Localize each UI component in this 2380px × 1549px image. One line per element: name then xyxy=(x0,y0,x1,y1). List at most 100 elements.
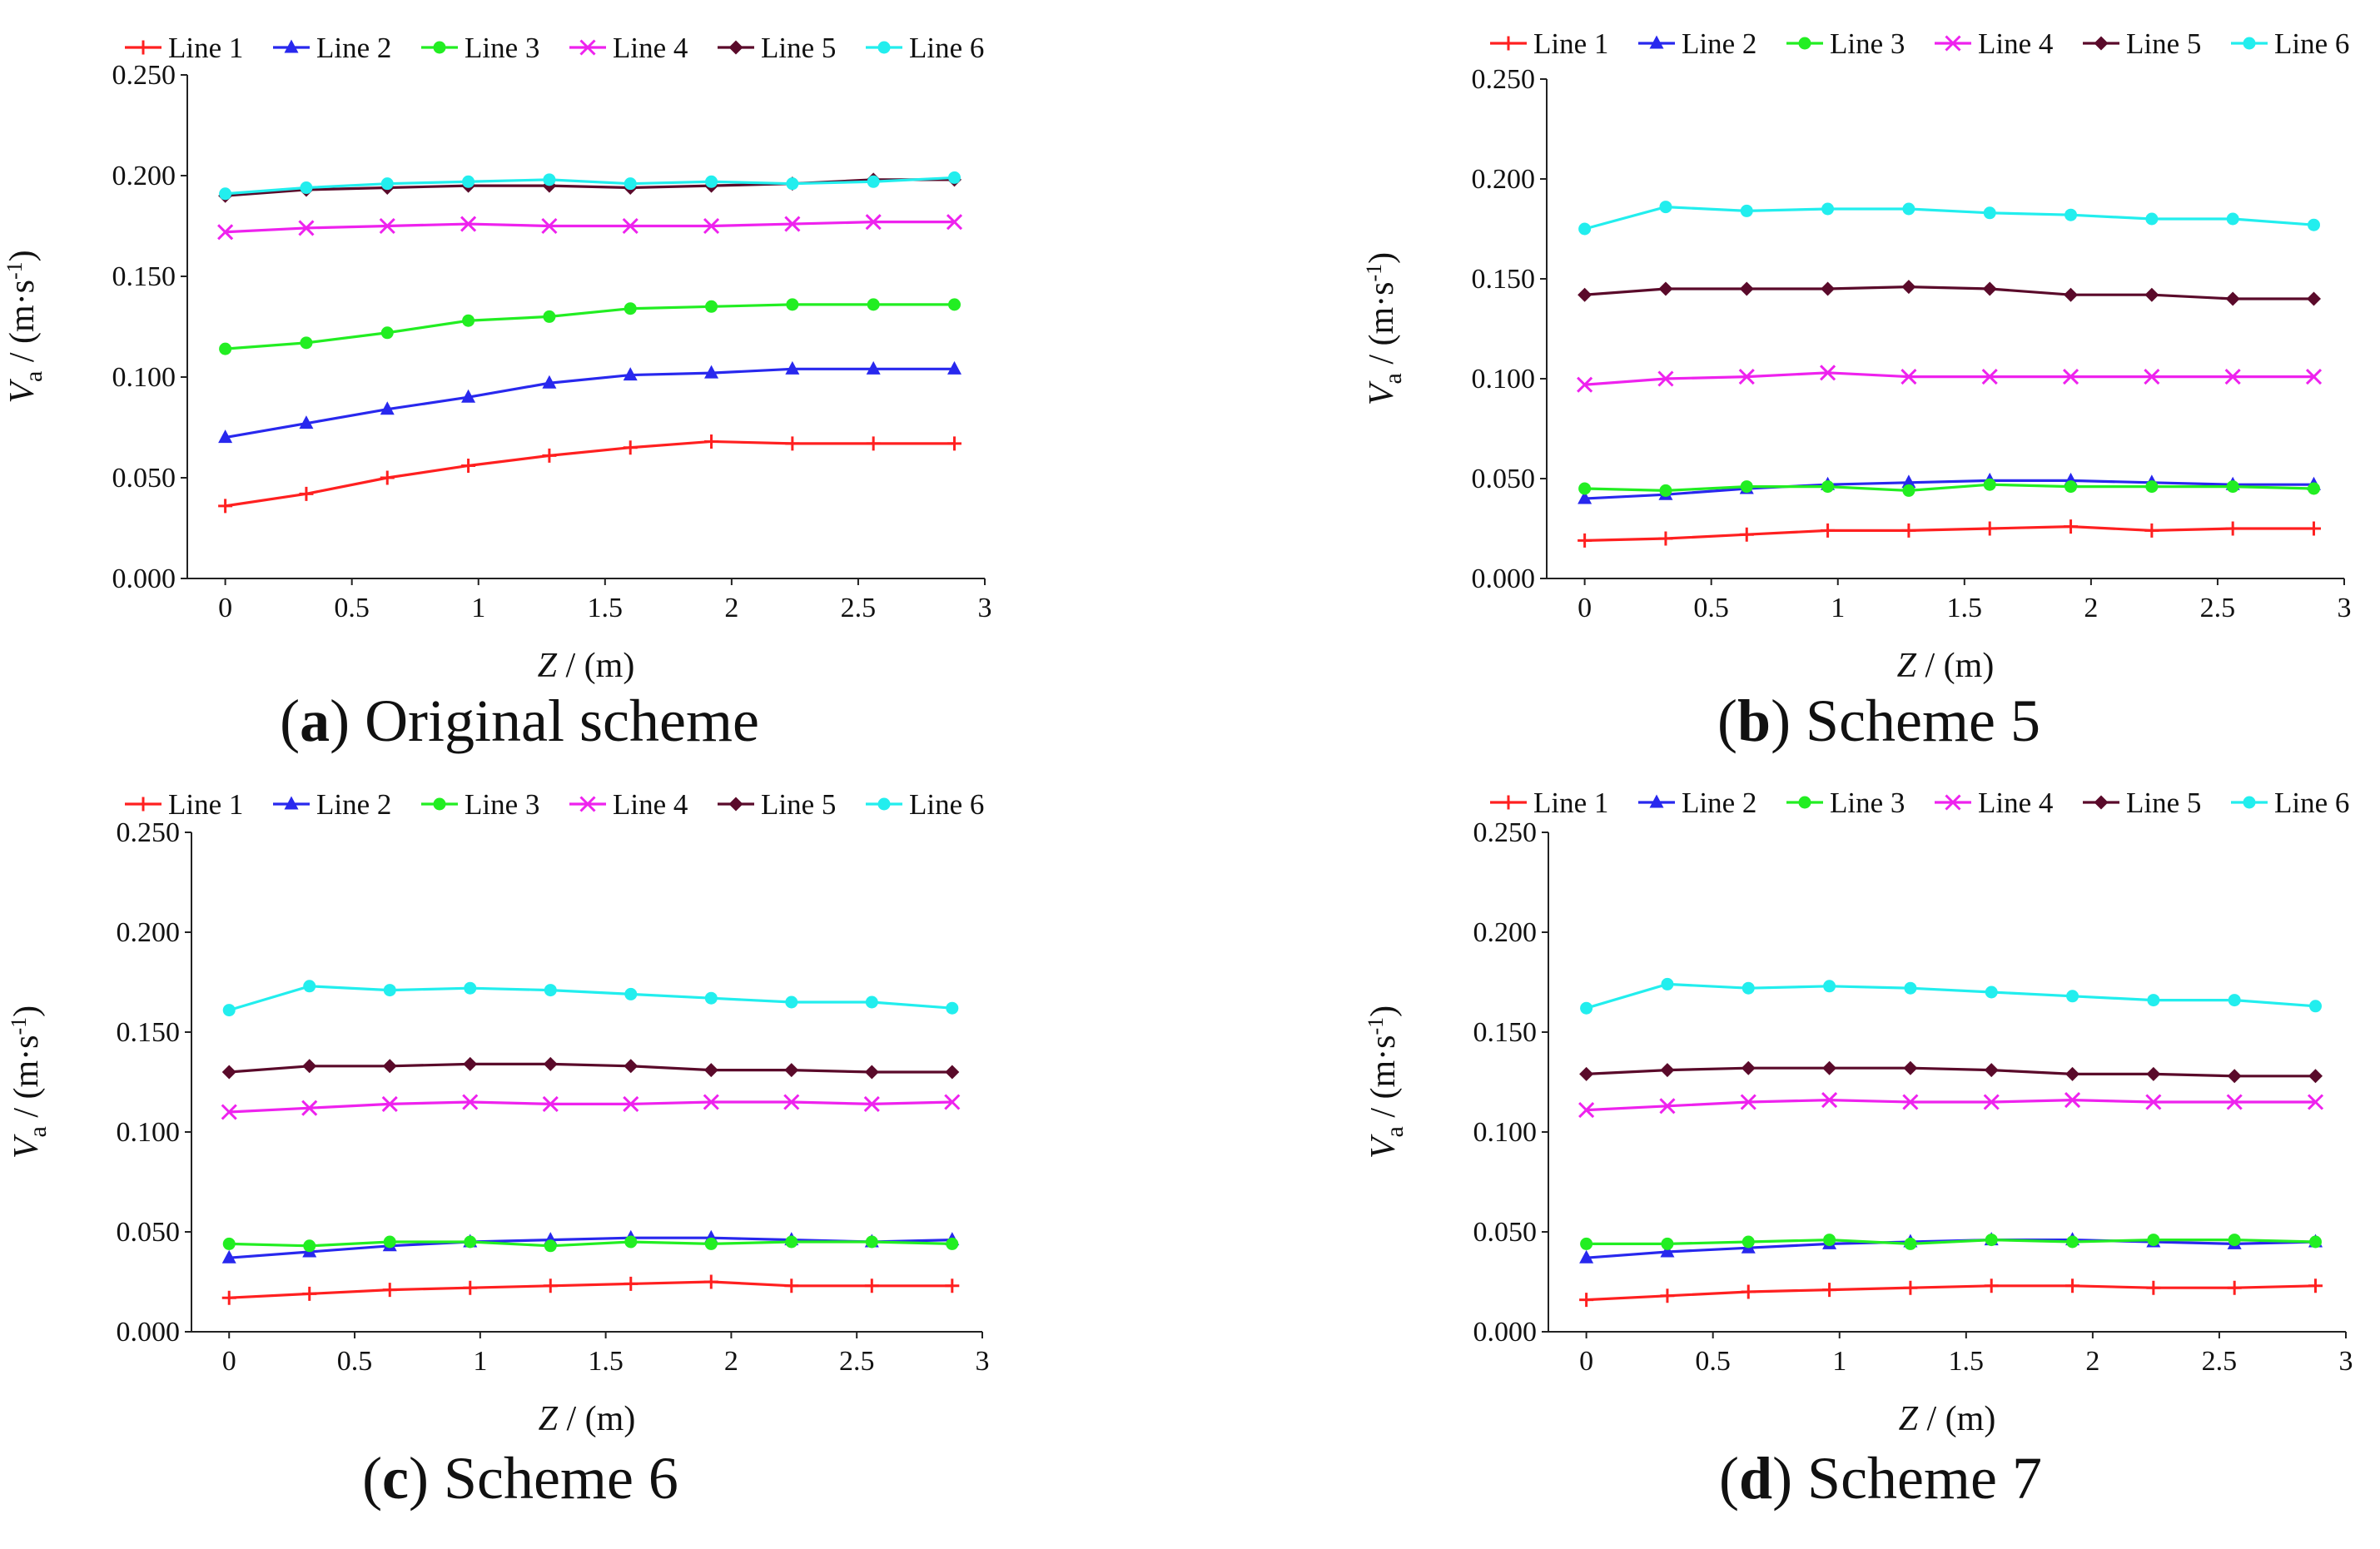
legend: Line 1 Line 2 Line 3 Line 4 Line 5 Line 6 xyxy=(1490,787,2349,819)
series-6 xyxy=(219,171,961,201)
legend-label: Line 3 xyxy=(465,788,539,821)
data-point xyxy=(786,298,799,311)
data-point xyxy=(948,171,961,184)
data-point xyxy=(785,360,800,375)
data-point xyxy=(462,175,475,188)
series-4 xyxy=(221,1094,961,1120)
data-point xyxy=(703,1274,718,1289)
data-point xyxy=(2225,291,2240,306)
legend-marker xyxy=(433,797,446,811)
legend-label: Line 4 xyxy=(1978,787,2053,819)
data-point xyxy=(624,1059,638,1074)
x-tick-label: 1 xyxy=(473,1346,487,1377)
legend-marker xyxy=(1945,794,1961,811)
data-point xyxy=(1901,369,1917,385)
y-tick-label: 0.250 xyxy=(112,60,176,91)
legend-marker xyxy=(1501,795,1516,810)
data-point xyxy=(947,360,962,375)
data-point xyxy=(299,486,314,501)
data-point xyxy=(543,1278,558,1293)
series-5 xyxy=(1579,1060,2323,1084)
data-point xyxy=(1580,1237,1593,1250)
data-point xyxy=(1984,1063,1999,1078)
x-tick-label: 0.5 xyxy=(337,1346,373,1377)
caption-letter: b xyxy=(1737,688,1771,754)
x-axis-label: Z / (m) xyxy=(539,1400,636,1438)
y-tick-label: 0.250 xyxy=(1473,817,1538,848)
data-point xyxy=(219,342,232,355)
data-point xyxy=(463,1056,478,1071)
legend-marker xyxy=(284,39,299,53)
data-point xyxy=(1902,484,1915,497)
data-point xyxy=(2308,1069,2323,1084)
caption-close-paren: ) xyxy=(1772,1445,1807,1512)
data-point xyxy=(865,1235,878,1249)
x-axis-label: Z / (m) xyxy=(1899,1400,1996,1438)
data-point xyxy=(217,224,234,241)
data-point xyxy=(865,214,882,231)
x-tick-label: 1.5 xyxy=(588,1346,624,1377)
legend-label: Line 4 xyxy=(1978,27,2053,60)
x-tick-label: 1 xyxy=(1832,1346,1846,1377)
data-point xyxy=(866,436,881,451)
series-3 xyxy=(1580,1234,2323,1250)
x-axis-label: Z / (m) xyxy=(1897,647,1995,685)
x-tick-label: 0.5 xyxy=(1695,1346,1731,1377)
y-tick-label: 0.000 xyxy=(112,563,176,594)
legend-marker xyxy=(1649,794,1664,808)
caption-open-paren: ( xyxy=(1719,1445,1739,1512)
series-line-6 xyxy=(228,985,952,1012)
data-point xyxy=(383,984,396,997)
data-point xyxy=(1740,1094,1756,1110)
series-line-5 xyxy=(229,1062,952,1074)
series-line-2 xyxy=(1584,479,2314,500)
chart-panel-3: 0.000 0.050 0.100 0.150 0.200 0.250 0 0.5 1 1.5 2 2… xyxy=(1364,787,2353,1512)
y-axis-label-sub: a xyxy=(20,371,47,382)
data-point xyxy=(947,436,961,451)
x-tick-label: 1.5 xyxy=(1949,1346,1985,1377)
data-point xyxy=(1580,1001,1593,1015)
legend-marker xyxy=(877,797,891,811)
series-line-6 xyxy=(225,176,955,196)
data-point xyxy=(1740,480,1753,494)
legend-marker xyxy=(433,41,446,54)
data-point xyxy=(219,187,232,201)
data-point xyxy=(1579,1066,1594,1081)
y-axis-label-var: V xyxy=(1364,1134,1403,1159)
y-tick-label: 0.150 xyxy=(117,1017,181,1048)
y-axis-label-sub: a xyxy=(1381,1126,1409,1137)
x-axis-label: Z / (m) xyxy=(538,647,635,685)
x-axis-label-var: Z xyxy=(539,1400,559,1438)
legend-label: Line 2 xyxy=(316,788,391,821)
legend-label: Line 1 xyxy=(168,788,243,821)
y-axis-label-var: V xyxy=(1363,380,1401,405)
series-line-4 xyxy=(1584,371,2314,386)
series-line-5 xyxy=(1584,285,2314,300)
data-point xyxy=(464,1235,477,1249)
legend-marker xyxy=(1649,35,1664,49)
y-tick-label: 0.150 xyxy=(112,261,176,292)
x-axis-label-unit: / (m) xyxy=(558,1400,635,1438)
data-point xyxy=(1902,202,1915,216)
data-point xyxy=(542,1095,559,1112)
x-axis-label-var: Z xyxy=(538,647,558,685)
data-point xyxy=(2064,287,2079,302)
data-point xyxy=(1741,1284,1756,1299)
data-point xyxy=(1821,1092,1838,1109)
data-point xyxy=(623,440,638,455)
data-point xyxy=(462,314,475,327)
chart-panel-2: 0.000 0.050 0.100 0.150 0.200 0.250 0 0.5 1 1.5 2 2… xyxy=(7,788,990,1512)
data-point xyxy=(2146,1280,2161,1295)
legend-label: Line 1 xyxy=(168,32,243,64)
data-point xyxy=(624,302,637,315)
data-point xyxy=(945,1278,960,1293)
series-line-6 xyxy=(1586,982,2316,1010)
data-point xyxy=(704,991,718,1005)
data-point xyxy=(1823,1234,1836,1247)
data-point xyxy=(221,1104,237,1120)
data-point xyxy=(705,175,718,188)
data-point xyxy=(705,300,718,313)
data-point xyxy=(1578,533,1592,548)
data-point xyxy=(864,1278,879,1293)
data-point xyxy=(2065,1066,2080,1081)
